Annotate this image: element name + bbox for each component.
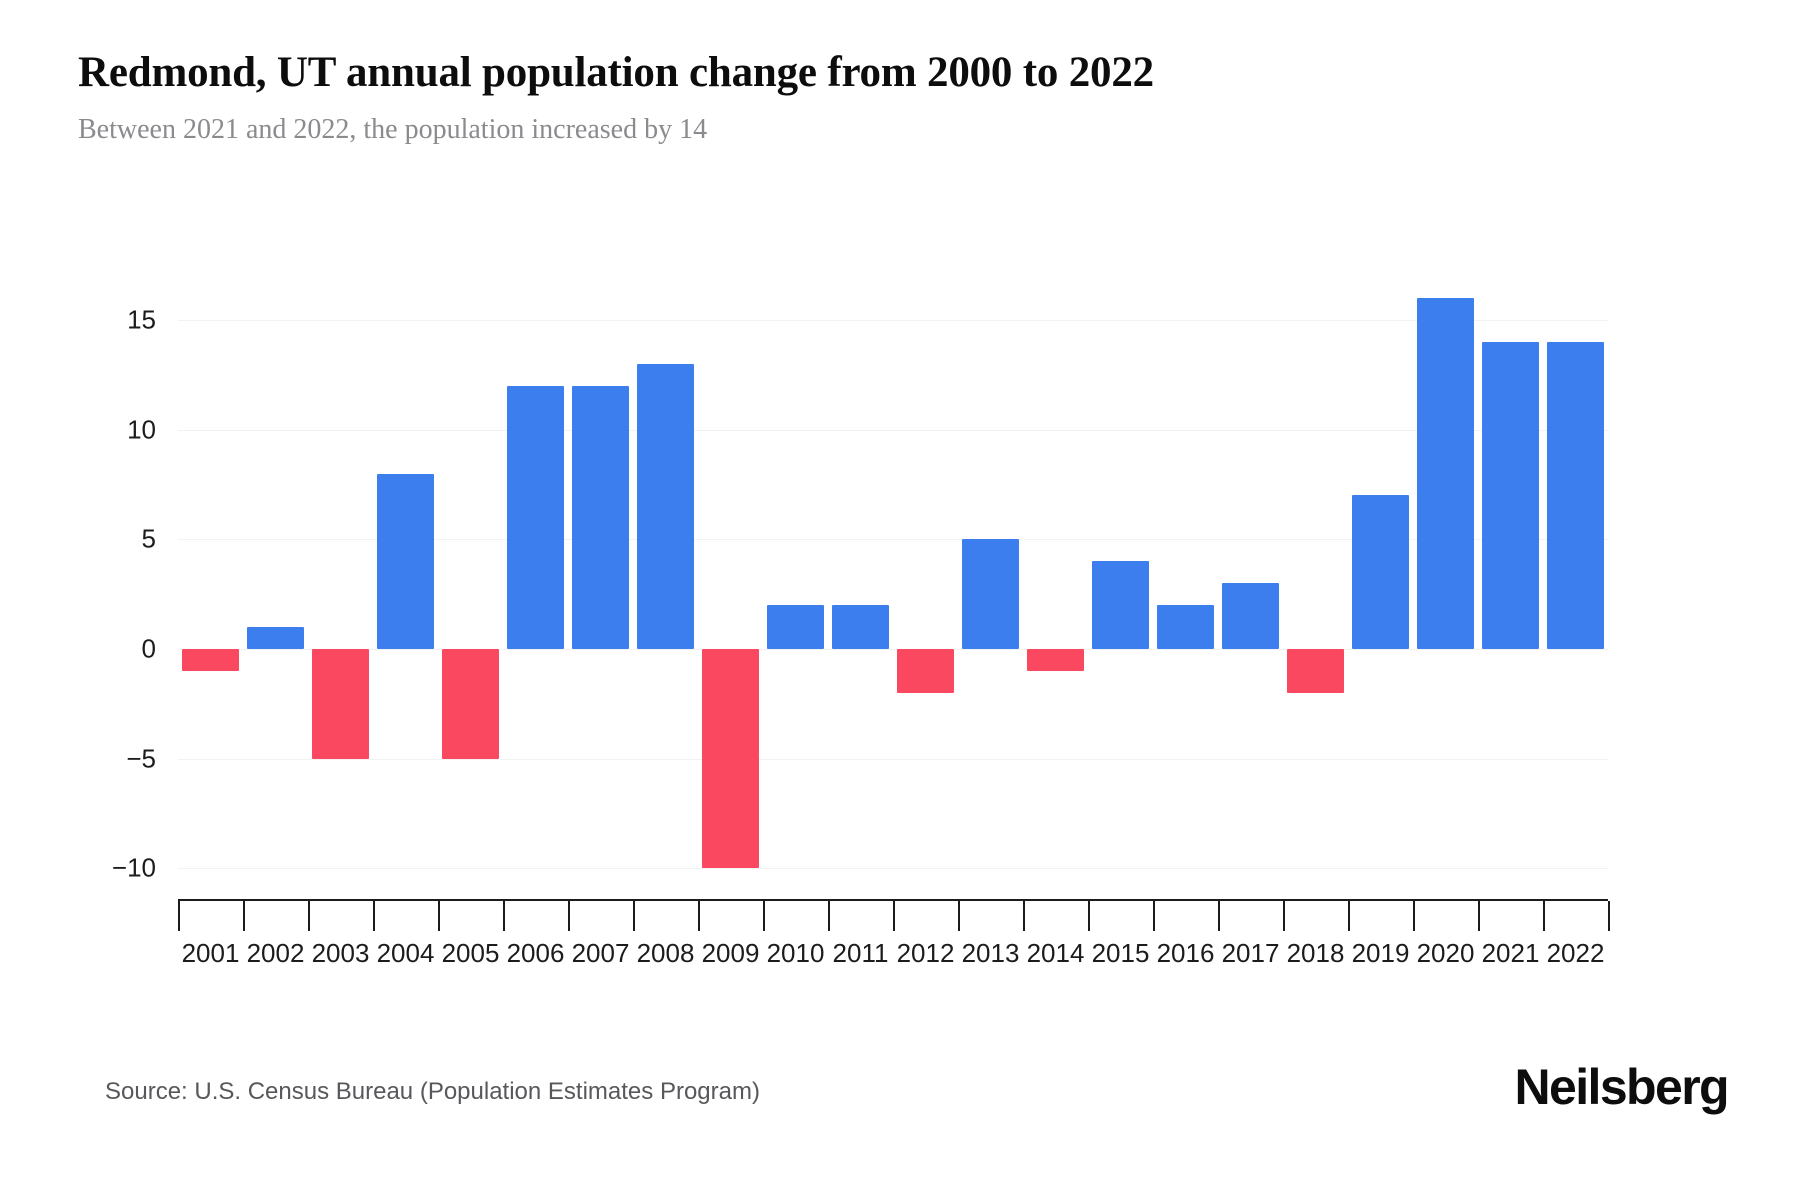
x-axis-tick: [1023, 901, 1025, 931]
x-axis-tick-label-2021: 2021: [1481, 938, 1540, 968]
gridline--5: [178, 758, 1608, 760]
x-axis-tick-label-2019: 2019: [1351, 938, 1410, 968]
bar-2007[interactable]: [571, 385, 630, 649]
y-axis-tick-label: −10: [111, 852, 156, 883]
bar-2001[interactable]: [181, 648, 240, 671]
x-axis-tick-label-2016: 2016: [1156, 938, 1215, 968]
bar-2009[interactable]: [701, 648, 760, 869]
x-axis-tick-label-2013: 2013: [961, 938, 1020, 968]
chart-subtitle: Between 2021 and 2022, the population in…: [78, 114, 708, 146]
x-axis-tick-label-2011: 2011: [832, 938, 889, 968]
x-axis-tick-label-2002: 2002: [246, 938, 305, 968]
bar-2019[interactable]: [1351, 495, 1410, 649]
bar-2022[interactable]: [1546, 341, 1605, 649]
x-axis-tick: [1283, 901, 1285, 931]
brand-logo: Neilsberg: [1514, 1059, 1730, 1115]
x-axis-tick: [1088, 901, 1090, 931]
x-axis-tick: [633, 901, 635, 931]
x-axis-tick: [958, 901, 960, 931]
bar-2013[interactable]: [961, 539, 1020, 649]
x-axis-tick-label-2008: 2008: [636, 938, 695, 968]
bar-2003[interactable]: [311, 648, 370, 759]
x-axis-tick-label-2010: 2010: [766, 938, 825, 968]
bar-2017[interactable]: [1221, 583, 1280, 649]
gridline-5: [178, 539, 1608, 541]
bar-2002[interactable]: [246, 627, 305, 649]
gridline-0: [178, 648, 1608, 650]
x-axis-tick-label-2003: 2003: [311, 938, 370, 968]
x-axis-tick-label-2012: 2012: [896, 938, 955, 968]
y-axis-tick-label: 10: [127, 414, 156, 445]
bar-2008[interactable]: [636, 363, 695, 649]
x-axis-tick: [698, 901, 700, 931]
bar-chart-plot-area: [178, 298, 1608, 870]
x-axis-tick: [1153, 901, 1155, 931]
bar-2004[interactable]: [376, 473, 435, 649]
x-axis-tick: [308, 901, 310, 931]
x-axis-tick-label-2001: 2001: [181, 938, 240, 968]
bar-2021[interactable]: [1481, 341, 1540, 649]
x-axis-tick-label-2004: 2004: [376, 938, 435, 968]
x-axis-tick-label-2006: 2006: [506, 938, 565, 968]
y-axis-tick-label: −5: [126, 743, 156, 774]
x-axis-tick-label-2020: 2020: [1416, 938, 1475, 968]
gridline-10: [178, 429, 1608, 431]
x-axis-tick-label-2018: 2018: [1286, 938, 1345, 968]
x-axis-tick-label-2017: 2017: [1221, 938, 1280, 968]
x-axis-tick: [503, 901, 505, 931]
x-axis-tick: [763, 901, 765, 931]
x-axis-tick: [893, 901, 895, 931]
x-axis-tick: [438, 901, 440, 931]
x-axis-tick-label-2009: 2009: [701, 938, 760, 968]
gridline--10: [178, 868, 1608, 870]
source-note: Source: U.S. Census Bureau (Population E…: [105, 1078, 760, 1105]
bar-2018[interactable]: [1286, 648, 1345, 693]
bar-2006[interactable]: [506, 385, 565, 649]
x-axis-tick-label-2022: 2022: [1546, 938, 1605, 968]
bar-2020[interactable]: [1416, 298, 1475, 649]
gridline-15: [178, 320, 1608, 321]
x-axis-tick-label-2014: 2014: [1026, 938, 1085, 968]
bar-2012[interactable]: [896, 648, 955, 693]
chart-header: Redmond, UT annual population change fro…: [78, 48, 1728, 147]
y-axis-tick-label: 0: [141, 633, 156, 664]
bar-2005[interactable]: [441, 648, 500, 759]
x-axis-line: [178, 899, 1608, 901]
x-axis-tick: [1478, 901, 1480, 931]
bar-2016[interactable]: [1156, 605, 1215, 649]
y-axis-tick-label: 15: [127, 304, 156, 335]
x-axis-tick-label-2015: 2015: [1091, 938, 1150, 968]
x-axis-tick: [1348, 901, 1350, 931]
page-title: Redmond, UT annual population change fro…: [78, 49, 1154, 96]
bar-2015[interactable]: [1091, 561, 1150, 649]
x-axis-tick: [1543, 901, 1545, 931]
bar-2011[interactable]: [831, 605, 890, 649]
x-axis-tick: [568, 901, 570, 931]
x-axis-tick: [178, 901, 180, 931]
x-axis-tick: [243, 901, 245, 931]
x-axis-tick-label-2007: 2007: [571, 938, 630, 968]
x-axis-tick: [373, 901, 375, 931]
x-axis-tick: [828, 901, 830, 931]
bar-2010[interactable]: [766, 605, 825, 649]
y-axis-tick-label: 5: [141, 523, 156, 554]
y-axis-labels: 15 10 5 0 −5 −10: [78, 305, 156, 883]
x-axis-tick: [1608, 901, 1610, 931]
x-axis-tick-label-2005: 2005: [441, 938, 500, 968]
x-axis-tick: [1413, 901, 1415, 931]
bar-2014[interactable]: [1026, 648, 1085, 671]
x-axis-tick: [1218, 901, 1220, 931]
